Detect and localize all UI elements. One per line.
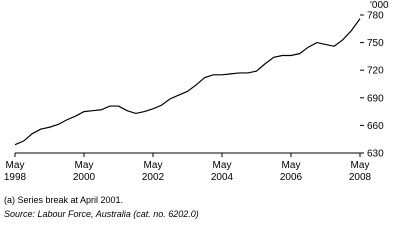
- y-tick-label: 750: [367, 38, 384, 49]
- x-tick-month: May: [75, 160, 94, 171]
- chart: '000 (a) Series break at April 2001. Sou…: [4, 0, 389, 219]
- x-tick-year: 2008: [349, 172, 372, 183]
- unit-label: '000: [370, 0, 389, 11]
- source: Source: Labour Force, Australia (cat. no…: [4, 209, 199, 219]
- x-tick-year: 2004: [211, 172, 234, 183]
- x-tick-year: 2002: [142, 172, 165, 183]
- y-tick-label: 720: [367, 66, 384, 77]
- x-tick-label: May 2008: [349, 160, 372, 183]
- footnote: (a) Series break at April 2001.: [4, 195, 123, 205]
- x-tick-month: May: [213, 160, 232, 171]
- x-tick-month: May: [351, 160, 370, 171]
- x-tick-month: May: [6, 160, 25, 171]
- x-tick-year: 1998: [4, 172, 27, 183]
- line: [14, 18, 361, 146]
- x-tick-year: 2000: [73, 172, 96, 183]
- x-tick-month: May: [282, 160, 301, 171]
- x-tick-label: May 2006: [280, 160, 303, 183]
- x-tick-label: May 2002: [142, 160, 165, 183]
- y-tick-label: 660: [367, 121, 384, 132]
- x-tick-label: May 2000: [73, 160, 96, 183]
- x-tick-year: 2006: [280, 172, 303, 183]
- x-tick-label: May 1998: [4, 160, 27, 183]
- y-tick-label: 780: [367, 11, 384, 22]
- x-tick-label: May 2004: [211, 160, 234, 183]
- y-tick-label: 690: [367, 93, 384, 104]
- y-tick-label: 630: [367, 149, 384, 160]
- x-tick-month: May: [144, 160, 163, 171]
